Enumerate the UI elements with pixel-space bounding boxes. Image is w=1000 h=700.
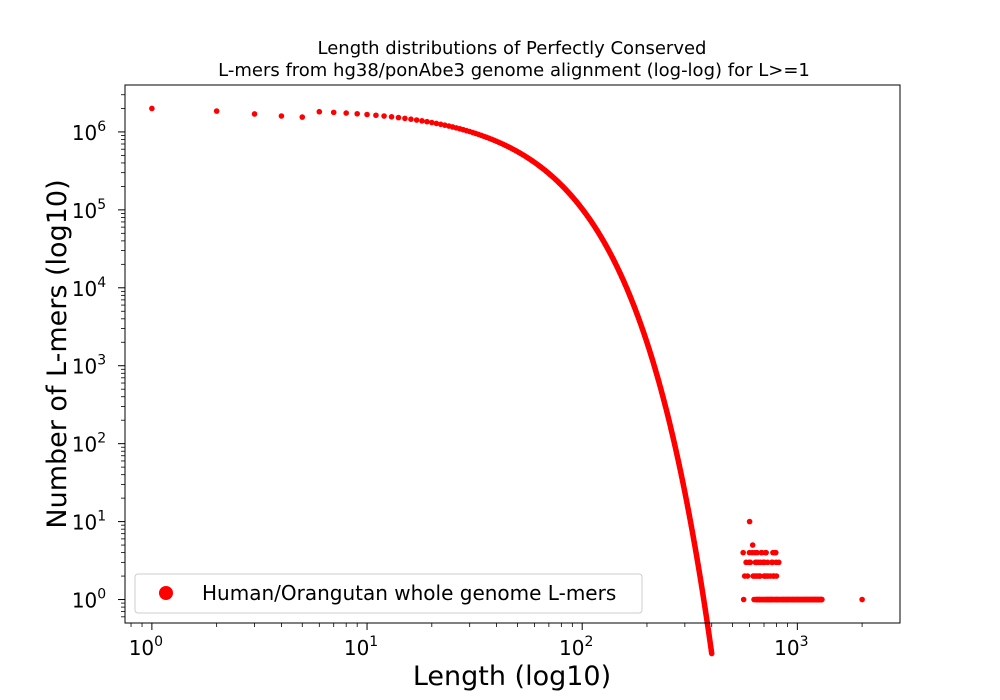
data-point — [744, 573, 751, 579]
data-point — [819, 596, 825, 603]
y-tick-label: 106 — [72, 119, 106, 145]
data-point — [381, 113, 387, 119]
data-point — [343, 110, 349, 116]
data-point — [772, 549, 779, 556]
y-axis-label: Number of L-mers (log10) — [42, 179, 73, 528]
chart-title-line1: Length distributions of Perfectly Conser… — [318, 38, 707, 59]
data-point — [413, 117, 420, 123]
data-point — [429, 119, 435, 126]
data-point — [757, 573, 763, 579]
data-point — [330, 109, 337, 116]
data-point — [424, 118, 430, 125]
data-point — [388, 114, 395, 120]
data-point — [746, 518, 753, 525]
data-point — [149, 105, 155, 112]
data-point — [740, 549, 746, 556]
x-tick-label: 103 — [774, 634, 808, 660]
x-axis: 100 101 102 103 — [129, 623, 863, 660]
data-point — [708, 650, 715, 657]
y-tick-label: 102 — [72, 431, 106, 457]
data-point — [278, 113, 285, 119]
data-point — [765, 573, 771, 579]
data-points — [149, 105, 865, 657]
chart-title-line2: L-mers from hg38/ponAbe3 genome alignmen… — [218, 60, 810, 81]
x-tick-label: 100 — [129, 634, 163, 660]
data-point — [763, 549, 769, 556]
y-tick-label: 100 — [72, 587, 106, 613]
data-point — [764, 559, 771, 566]
data-point — [752, 549, 758, 556]
data-point — [364, 111, 370, 118]
data-point — [747, 559, 754, 566]
y-tick-label: 103 — [72, 353, 106, 379]
x-tick-label: 102 — [559, 634, 593, 660]
x-tick-label: 101 — [344, 634, 378, 660]
data-point — [859, 596, 865, 603]
data-point — [433, 120, 440, 127]
legend: Human/Orangutan whole genome L-mers — [134, 573, 643, 614]
data-point — [773, 559, 779, 566]
data-point — [373, 112, 379, 119]
data-point — [419, 118, 425, 124]
data-point — [299, 114, 306, 120]
data-point — [316, 108, 323, 115]
y-tick-label: 104 — [72, 275, 106, 301]
y-tick-label: 105 — [72, 197, 106, 223]
data-point — [213, 108, 220, 114]
data-point — [402, 115, 408, 122]
legend-box — [134, 573, 643, 614]
y-tick-label: 101 — [72, 509, 106, 535]
plot-frame — [124, 84, 901, 624]
data-point — [354, 110, 360, 117]
x-axis-label: Length (log10) — [413, 661, 611, 692]
data-point — [408, 116, 414, 122]
legend-label: Human/Orangutan whole genome L-mers — [202, 581, 616, 605]
data-point — [395, 114, 402, 121]
y-axis: 100 101 102 103 104 105 106 — [72, 94, 125, 618]
data-point — [771, 573, 777, 579]
data-point — [749, 542, 756, 548]
legend-marker — [159, 586, 173, 600]
data-point — [740, 596, 747, 603]
data-point — [251, 111, 258, 117]
